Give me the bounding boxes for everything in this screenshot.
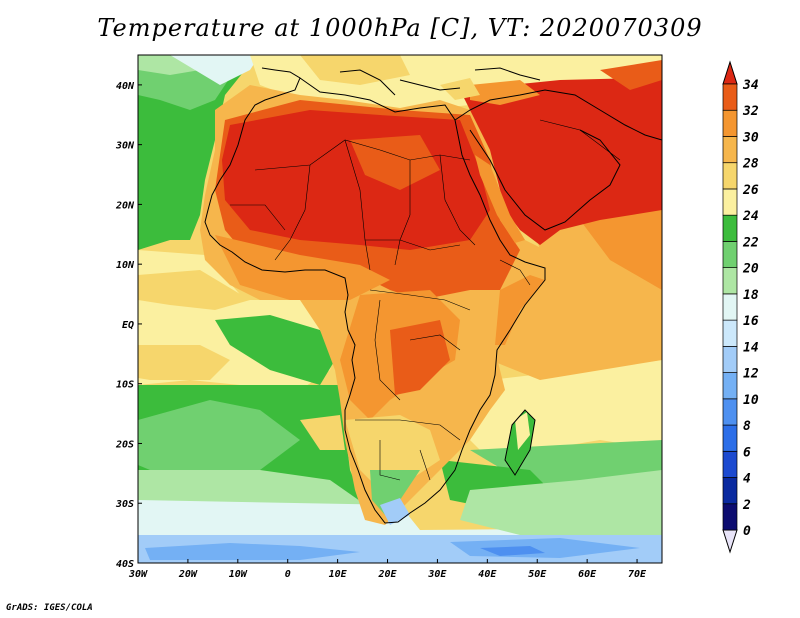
- colorbar-swatch: [722, 477, 738, 505]
- colorbar-swatch: [722, 450, 738, 478]
- colorbar-label: 22: [742, 235, 759, 250]
- y-axis-ticks: 40S 30S 20S 10S EQ 10N 20N 30N 40N: [115, 81, 142, 570]
- colorbar-swatch: [722, 109, 738, 137]
- x-tick-label: 20W: [178, 569, 198, 580]
- colorbar-label: 4: [743, 472, 751, 487]
- colorbar-swatch: [722, 136, 738, 164]
- colorbar-label: 24: [742, 209, 759, 224]
- y-tick-label: 30S: [115, 499, 134, 510]
- y-tick-label: 10N: [116, 260, 135, 271]
- colorbar-label: 12: [743, 367, 759, 382]
- colorbar-bottom-extension: [722, 529, 738, 554]
- colorbar-label: 16: [743, 314, 759, 329]
- colorbar-swatch: [722, 214, 738, 242]
- colorbar-swatch: [722, 424, 738, 452]
- colorbar-label: 14: [743, 340, 759, 355]
- x-tick-label: 40E: [478, 569, 497, 580]
- y-tick-label: 40S: [116, 559, 134, 570]
- y-tick-label: 10S: [116, 380, 134, 391]
- colorbar-swatch: [722, 346, 738, 373]
- colorbar-label: 32: [742, 104, 759, 119]
- colorbar-swatch: [722, 267, 738, 295]
- field-n-atlantic: [138, 55, 250, 250]
- colorbar-label: 6: [743, 445, 751, 460]
- colorbar-label: 2: [742, 498, 751, 513]
- colorbar-label: 0: [743, 524, 751, 539]
- coastlines: [204, 67, 662, 524]
- colorbar-label: 30: [742, 130, 759, 145]
- colorbar-top-extension: [722, 60, 738, 85]
- colorbar-swatch: [722, 293, 738, 321]
- plot-frame: [137, 54, 663, 564]
- colorbar-label: 20: [742, 262, 759, 277]
- colorbar-swatch: [722, 188, 738, 216]
- x-tick-label: 70E: [628, 569, 647, 580]
- colorbar-label: 8: [743, 419, 751, 434]
- y-tick-label: 20N: [115, 200, 135, 211]
- x-tick-label: 60E: [578, 569, 597, 580]
- colorbar-swatch: [722, 398, 738, 426]
- map-title: Temperature at 1000hPa [C], VT: 20200703…: [97, 14, 703, 42]
- colorbar-swatch: [722, 241, 738, 268]
- colorbar-label: 10: [743, 393, 759, 408]
- colorbar-swatch: [722, 83, 738, 111]
- colorbar-label: 28: [742, 157, 759, 172]
- colorbar-swatch: [722, 503, 738, 531]
- colorbar-swatch: [722, 162, 738, 190]
- colorbar-label: 26: [742, 183, 759, 198]
- x-axis-ticks: 30W 20W 10W 0 10E 20E 30E 40E 50E 60E 70E: [128, 559, 647, 580]
- x-tick-label: 20E: [377, 569, 397, 580]
- x-tick-label: 10W: [229, 569, 248, 580]
- colorbar-swatch: [722, 319, 738, 347]
- footer-credit: GrADS: IGES/COLA: [6, 603, 93, 613]
- x-tick-label: 50E: [528, 569, 547, 580]
- y-tick-label: 40N: [116, 81, 135, 92]
- x-tick-label: 30E: [427, 569, 447, 580]
- x-tick-label: 0: [285, 569, 291, 580]
- colorbar-label: 34: [742, 78, 759, 93]
- x-tick-label: 10E: [329, 569, 348, 580]
- x-tick-label: 30W: [128, 569, 148, 580]
- y-tick-label: 30N: [115, 141, 135, 152]
- y-tick-label: 20S: [115, 439, 134, 450]
- colorbar-label: 18: [743, 288, 759, 303]
- colorbar-swatch: [722, 372, 738, 400]
- borders: [230, 119, 621, 481]
- y-tick-label: EQ: [122, 320, 134, 331]
